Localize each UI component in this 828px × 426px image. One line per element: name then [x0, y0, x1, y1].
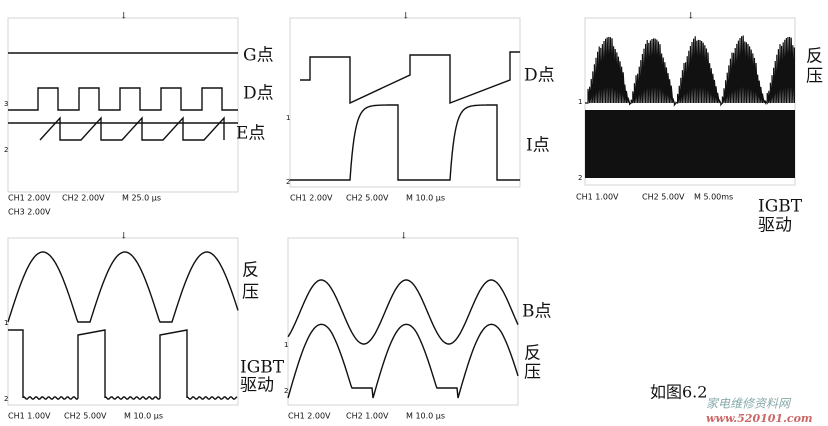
- screen-frame: [7, 237, 239, 406]
- trace: [287, 323, 519, 399]
- marker: 2: [4, 395, 8, 403]
- label: D点: [243, 84, 274, 104]
- scale: CH2 5.00V: [346, 194, 389, 203]
- label: D点: [524, 66, 555, 86]
- scale: M 25.0 μs: [122, 194, 161, 203]
- label: 驱动: [758, 216, 792, 236]
- trace: [7, 251, 239, 323]
- trigger: ↓: [687, 12, 695, 22]
- label: B点: [522, 302, 552, 322]
- label: I点: [526, 136, 550, 156]
- scale: CH1 1.00V: [8, 412, 51, 421]
- trace: [585, 35, 795, 107]
- trace: [290, 104, 520, 181]
- scale: CH2 2.00V: [62, 194, 105, 203]
- trigger: ↓: [400, 232, 408, 242]
- label: 驱动: [240, 376, 274, 396]
- waveforms: ↓ ↓ ↓ ↓ ↓: [7, 12, 796, 406]
- scale: CH3 2.00V: [8, 208, 51, 217]
- scale: M 10.0 μs: [406, 194, 445, 203]
- marker: 2: [284, 387, 288, 395]
- label: 反: [242, 261, 259, 281]
- scale: M 10.0 μs: [406, 412, 445, 421]
- label: 压: [806, 67, 823, 87]
- scale: M 10.0 μs: [124, 412, 163, 421]
- label: 压: [524, 363, 541, 383]
- trigger: ↓: [120, 12, 128, 22]
- marker: 2: [578, 174, 582, 182]
- screen-frame: [289, 17, 521, 188]
- marker: 2: [4, 146, 8, 154]
- scale: CH1 2.00V: [290, 194, 333, 203]
- trace: [300, 51, 520, 105]
- trace: [287, 279, 519, 345]
- trace: [585, 110, 795, 178]
- label: 压: [242, 283, 259, 303]
- scale: CH2 5.00V: [642, 193, 685, 202]
- label: G点: [243, 46, 274, 66]
- scale: CH2 5.00V: [64, 412, 107, 421]
- marker: 2: [286, 178, 290, 186]
- label: IGBT: [758, 197, 803, 217]
- scale: CH2 1.00V: [346, 412, 389, 421]
- watermark: 家电维修资料网: [706, 397, 792, 411]
- marker: 1: [578, 98, 582, 106]
- scale: M 5.00ms: [694, 193, 733, 202]
- screen-frame: [287, 237, 519, 406]
- trigger: ↓: [402, 12, 410, 22]
- marker: 1: [284, 341, 288, 349]
- label: IGBT: [240, 358, 285, 378]
- label: 反: [806, 47, 823, 67]
- marker: 3: [4, 100, 8, 108]
- trace: [39, 116, 225, 141]
- trigger: ↓: [120, 232, 128, 242]
- label: E点: [236, 124, 265, 144]
- screen-frame: [7, 17, 239, 193]
- trace: [8, 329, 238, 401]
- caption: 如图6.2: [650, 383, 707, 402]
- scale: CH1 2.00V: [8, 194, 51, 203]
- scale: CH1 1.00V: [576, 193, 619, 202]
- trace: [8, 87, 238, 111]
- marker: 1: [4, 319, 8, 327]
- label: 反: [524, 344, 541, 364]
- watermark-url: www.520101.com: [706, 412, 813, 425]
- marker: 1: [286, 114, 290, 122]
- scale: CH1 2.00V: [288, 412, 331, 421]
